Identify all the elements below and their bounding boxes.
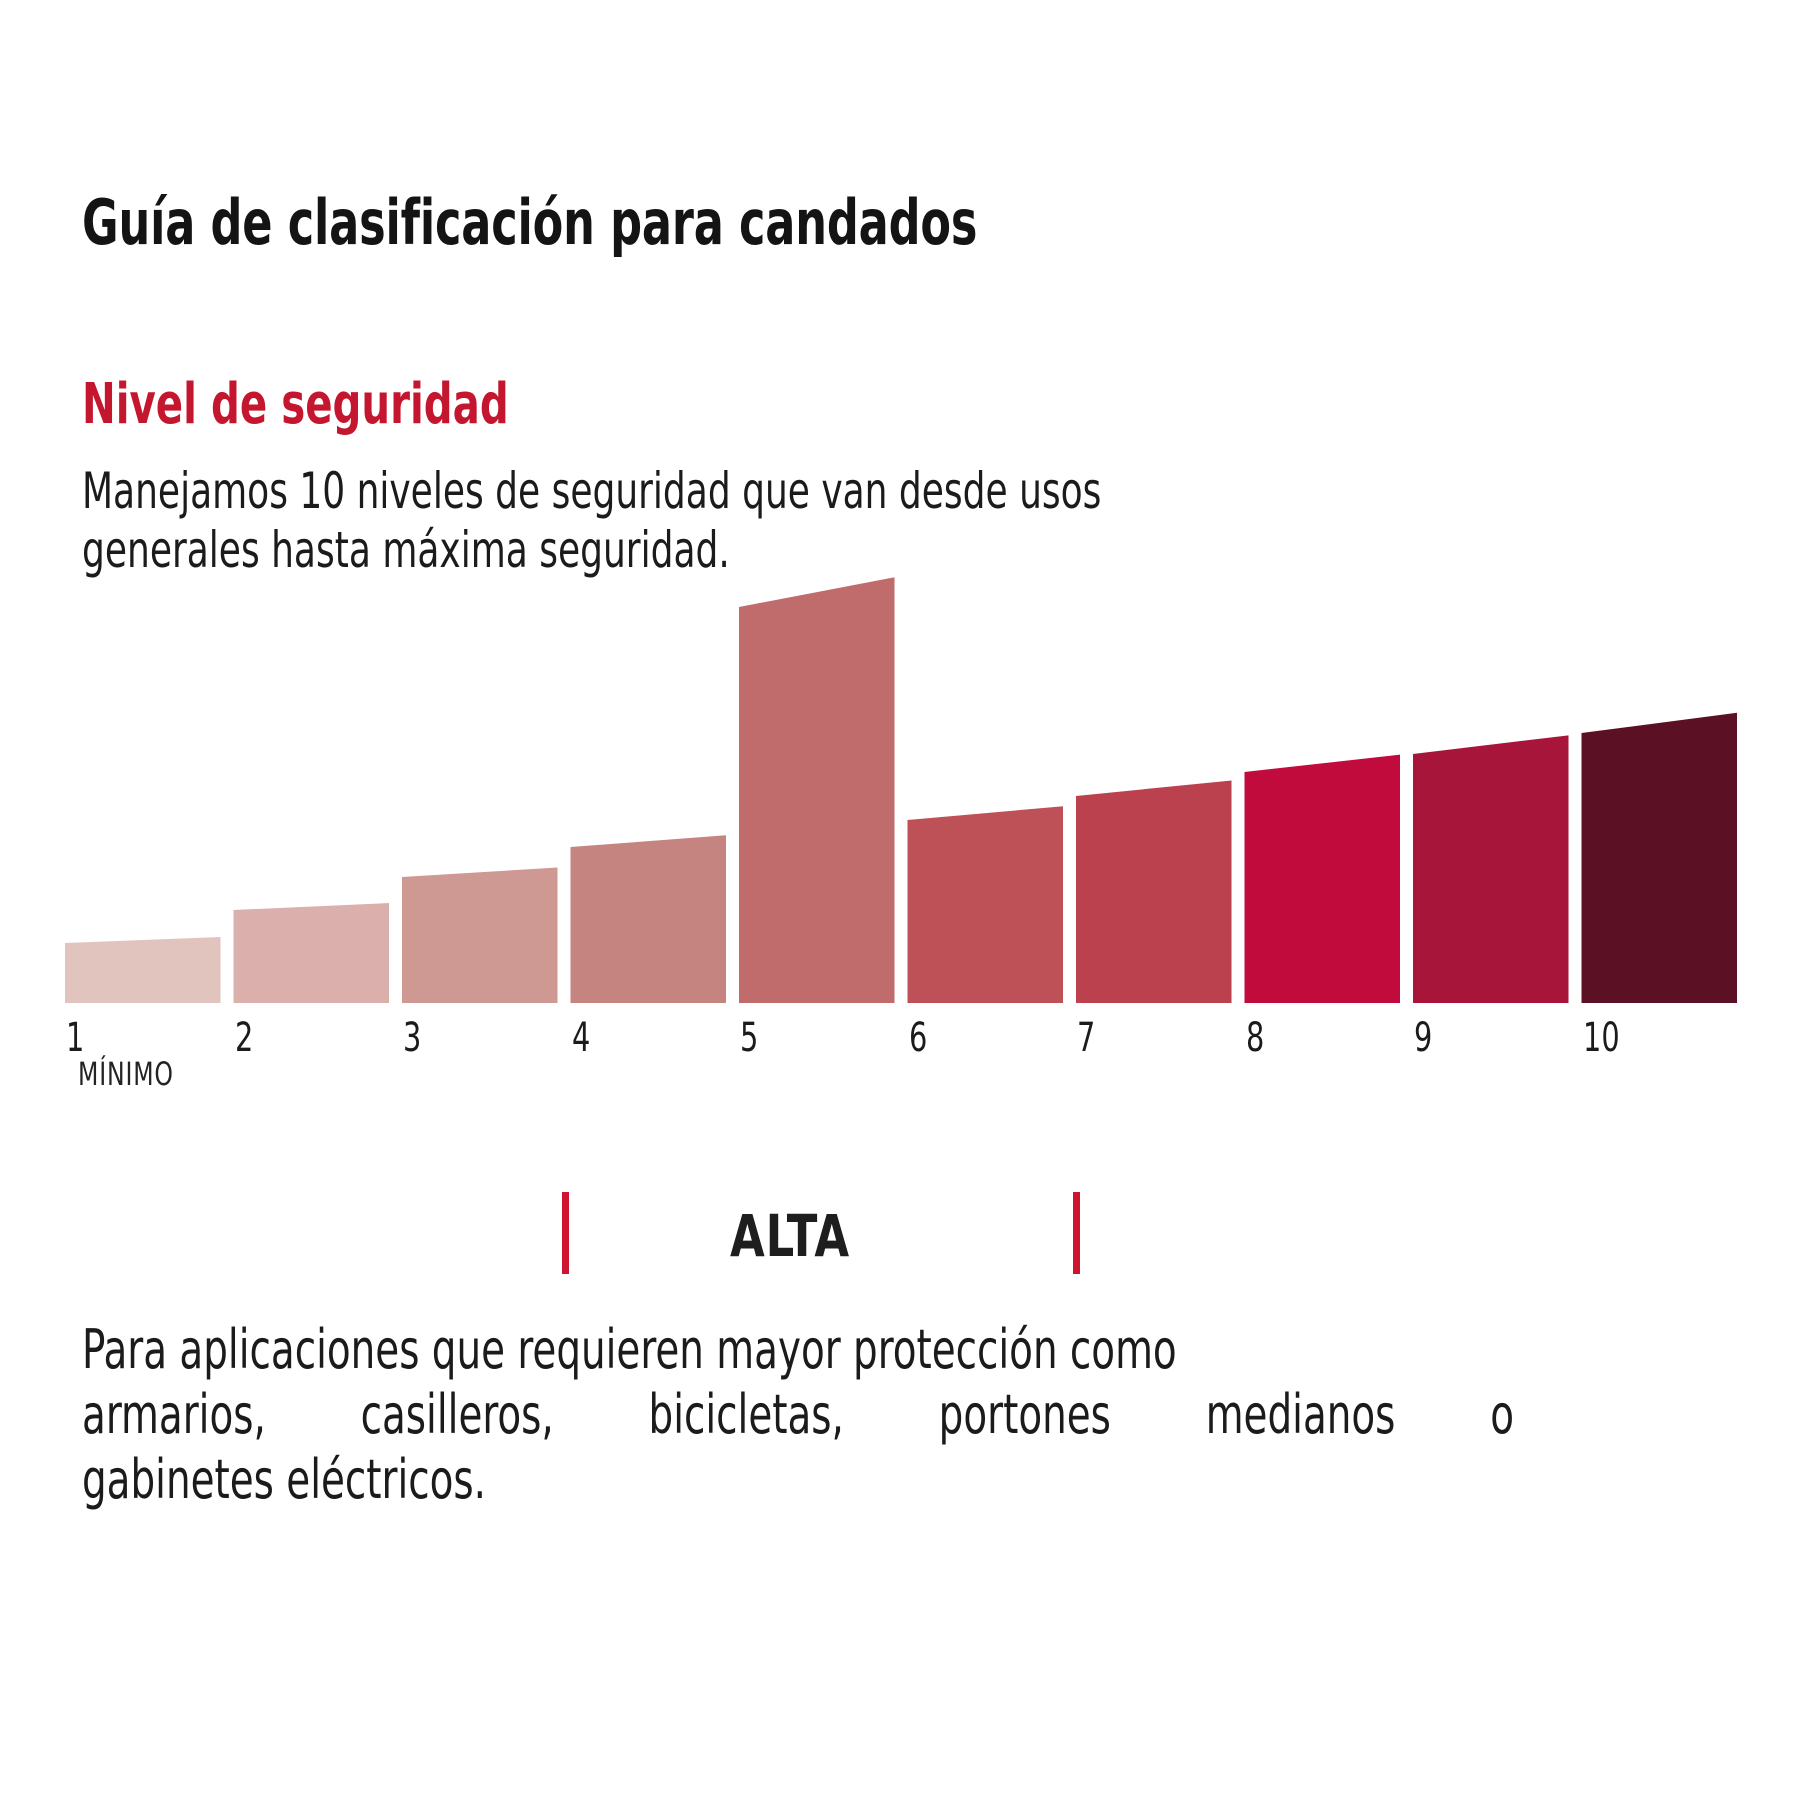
detail-line-1: Para aplicaciones que requieren mayor pr…: [82, 1318, 1177, 1381]
intro-line-2: generales hasta máxima seguridad.: [82, 520, 730, 579]
detail-line-2: armarios, casilleros, bicicletas, portones m…: [82, 1383, 1514, 1448]
chart-bar: [65, 937, 221, 1003]
axis-annotation-minimo: MÍNIMO: [78, 1055, 174, 1093]
chart-tick-label: 6: [908, 1015, 927, 1061]
intro-paragraph: Manejamos 10 niveles de seguridad que va…: [82, 462, 1602, 579]
page-title: Guía de clasificación para candados: [82, 186, 978, 259]
chart-tick-label: 9: [1414, 1015, 1433, 1061]
chart-bar: [1581, 712, 1737, 1003]
chart-bar: [1413, 735, 1569, 1003]
alta-label: ALTA: [730, 1202, 850, 1270]
chart-bar: [907, 806, 1063, 1003]
chart-tick-label: 2: [234, 1015, 253, 1061]
detail-line-2-word: portones: [938, 1382, 1111, 1446]
detail-line-2-word: bicicletas,: [648, 1382, 844, 1446]
detail-paragraph: Para aplicaciones que requieren mayor pr…: [82, 1318, 1778, 1512]
detail-line-2-word: casilleros,: [360, 1382, 554, 1446]
chart-tick-label: 8: [1245, 1015, 1264, 1061]
chart-tick-label: 4: [571, 1015, 590, 1061]
detail-line-3: gabinetes eléctricos.: [82, 1447, 487, 1511]
detail-line-2-word: medianos: [1205, 1382, 1396, 1446]
detail-line-2-word: armarios,: [82, 1382, 266, 1446]
chart-bar: [570, 835, 726, 1003]
alta-range-tick-left-icon: [562, 1192, 569, 1274]
chart-tick-label: 3: [403, 1015, 422, 1061]
alta-band: ALTA: [0, 1192, 1800, 1288]
detail-line-2-word: o: [1490, 1382, 1514, 1446]
alta-range-tick-right-icon: [1073, 1192, 1080, 1274]
chart-bar: [1244, 754, 1400, 1003]
section-heading-nivel-de-seguridad: Nivel de seguridad: [82, 372, 509, 437]
chart-tick-label: 5: [740, 1015, 759, 1061]
chart-tick-label: 1: [66, 1015, 85, 1061]
chart-bar: [739, 577, 895, 1003]
chart-bar: [402, 867, 558, 1003]
chart-bar: [1076, 780, 1232, 1003]
chart-tick-label: 10: [1582, 1015, 1620, 1061]
chart-tick-label: 7: [1077, 1015, 1096, 1061]
chart-bar: [233, 903, 389, 1003]
intro-line-1: Manejamos 10 niveles de seguridad que va…: [82, 462, 1102, 520]
